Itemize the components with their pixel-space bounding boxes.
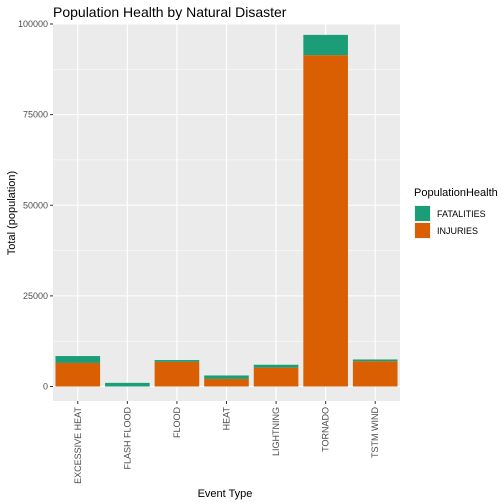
bar-injuries [303,55,348,387]
legend-label: INJURIES [437,226,478,236]
bar-injuries [352,361,398,387]
bar-fatalities [55,356,101,363]
legend-title: PopulationHealth [414,187,498,199]
x-tick-label: FLASH FLOOD [122,407,132,470]
y-tick-label: 50000 [23,200,48,210]
plot-area: 0 25000 50000 75000 100000 EXCESSIVE HEAT FLAS… [18,19,400,484]
bar-injuries [204,378,249,387]
y-tick-label: 25000 [23,291,48,301]
y-tick-label: 75000 [23,110,48,120]
bar-fatalities [154,360,200,362]
bar-fatalities [253,364,299,368]
legend-swatch [415,223,430,238]
bar-fatalities [303,34,348,56]
bar-injuries [253,367,299,387]
x-tick-label: TORNADO [321,407,331,452]
legend: PopulationHealth FATALITIES INJURIES [414,187,498,239]
bar-fatalities [204,375,249,379]
x-tick-label: LIGHTNING [271,407,281,456]
bar-fatalities [105,382,150,387]
x-tick-label: EXCESSIVE HEAT [73,407,83,484]
chart-title: Population Health by Natural Disaster [53,4,287,20]
x-tick-label: FLOOD [172,407,182,439]
y-tick-label: 0 [43,382,48,392]
bar-injuries [154,361,200,387]
x-tick-label: TSTM WIND [370,407,380,458]
x-axis-title: Event Type [198,488,253,500]
bar-injuries [55,362,101,387]
legend-label: FATALITIES [437,209,486,219]
y-axis-title: Total (population) [6,171,18,255]
legend-swatch [415,206,430,221]
x-tick-label: HEAT [222,407,232,431]
bar-fatalities [352,359,398,362]
y-tick-label: 100000 [18,19,48,29]
